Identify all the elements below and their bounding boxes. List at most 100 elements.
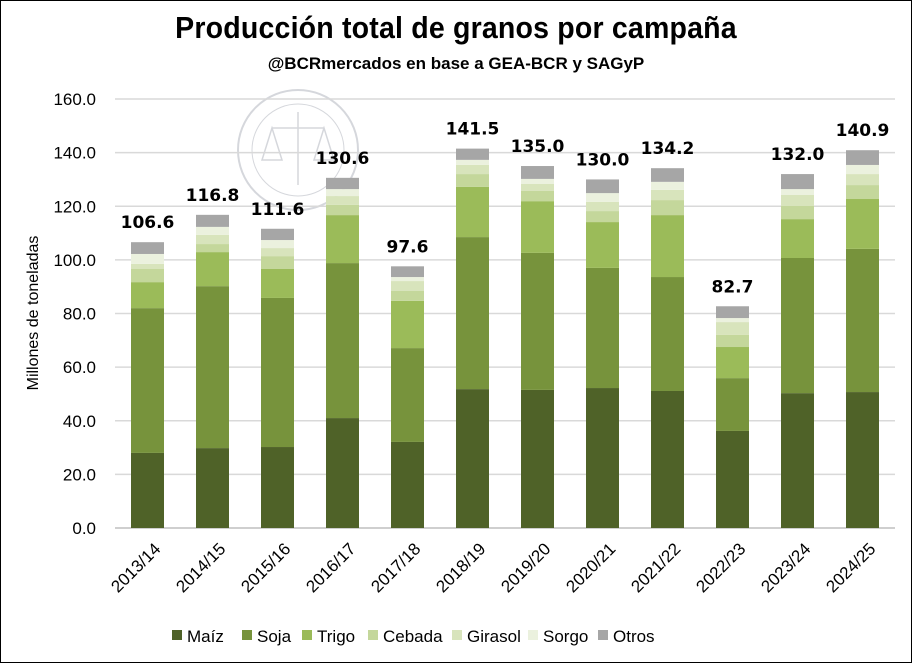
x-tick-label: 2020/21 (562, 539, 619, 596)
bar-segment-sorgo (196, 226, 229, 235)
legend-label: Trigo (317, 627, 355, 646)
bar-segment-cebada (196, 244, 229, 253)
y-axis-label: Millones de toneladas (25, 236, 42, 391)
bar-segment-otros (326, 177, 359, 190)
x-tick-label: 2021/22 (627, 539, 684, 596)
bar-segment-cebada (391, 290, 424, 301)
bar-segment-cebada (261, 256, 294, 269)
bar-segment-maíz (521, 389, 554, 528)
bar-segment-girasol (781, 194, 814, 206)
bar-segment-maíz (196, 448, 229, 528)
y-tick-label: 80.0 (63, 305, 96, 324)
bar-segment-maíz (261, 447, 294, 528)
x-tick-label: 2018/19 (432, 539, 489, 596)
bar-segment-trigo (586, 222, 619, 268)
bar-segment-maíz (651, 390, 684, 528)
bar-segment-maíz (456, 389, 489, 528)
bar-segment-maíz (391, 441, 424, 528)
bar-segment-cebada (586, 211, 619, 223)
total-label: 135.0 (511, 137, 565, 157)
bar-segment-otros (781, 174, 814, 190)
bar-segment-soja (131, 308, 164, 453)
bar-segment-cebada (326, 204, 359, 216)
bar-segment-sorgo (261, 240, 294, 249)
bar-segment-girasol (261, 248, 294, 257)
bar-segment-cebada (456, 174, 489, 187)
bar-segment-trigo (716, 347, 749, 379)
legend-swatch-cebada (368, 630, 378, 640)
bar-segment-maíz (716, 430, 749, 528)
total-label: 106.6 (121, 213, 175, 233)
legend-swatch-girasol (452, 630, 462, 640)
bar-segment-otros (456, 148, 489, 160)
total-label: 111.6 (251, 200, 305, 220)
x-tick-label: 2017/18 (367, 539, 424, 596)
bar-segment-cebada (781, 205, 814, 220)
bar-segment-otros (846, 150, 879, 165)
bar-segment-maíz (586, 388, 619, 528)
bar-segment-cebada (651, 200, 684, 216)
chart-title: Producción total de granos por campaña (175, 10, 737, 45)
bar-segment-trigo (391, 300, 424, 349)
bar-segment-soja (586, 267, 619, 389)
bar-segment-otros (391, 266, 424, 278)
bar-segment-cebada (846, 185, 879, 200)
bar-segment-sorgo (716, 318, 749, 323)
bar-segment-sorgo (131, 253, 164, 264)
bar-segment-girasol (391, 281, 424, 291)
bar-segment-otros (521, 166, 554, 179)
bar-segment-soja (846, 248, 879, 393)
bar-segment-trigo (261, 268, 294, 298)
bar-segment-girasol (586, 201, 619, 212)
legend: Maíz Soja Trigo Cebada Girasol Sorgo Otros (172, 627, 655, 646)
x-tick-label: 2016/17 (302, 539, 359, 596)
bar-segment-sorgo (326, 189, 359, 197)
bar-segment-otros (261, 228, 294, 241)
bar-segment-girasol (651, 189, 684, 201)
bar-segment-girasol (846, 174, 879, 186)
x-tick-label: 2024/25 (822, 539, 879, 596)
bar-segment-maíz (131, 452, 164, 528)
total-label: 130.0 (576, 150, 630, 170)
x-tick-label: 2022/23 (692, 539, 749, 596)
legend-label: Girasol (467, 627, 521, 646)
watermark-seal-logo (237, 89, 359, 211)
bar-segment-trigo (131, 282, 164, 309)
bar-segment-soja (521, 252, 554, 390)
bar-segment-soja (391, 348, 424, 442)
bar-segment-girasol (716, 322, 749, 335)
y-tick-label: 160.0 (53, 90, 96, 109)
x-axis: 2013/14 2014/15 2015/16 2016/17 2017/18 2018/… (107, 539, 879, 596)
legend-label: Cebada (383, 627, 443, 646)
legend-label: Sorgo (543, 627, 588, 646)
bar-segment-soja (326, 263, 359, 419)
bar-segment-soja (651, 277, 684, 391)
bar-segment-sorgo (586, 193, 619, 202)
bar-segment-cebada (521, 190, 554, 202)
bar-segment-otros (131, 242, 164, 254)
total-label: 97.6 (387, 237, 429, 257)
bar-segment-soja (456, 237, 489, 390)
legend-swatch-soja (242, 630, 252, 640)
total-label: 82.7 (712, 277, 754, 297)
legend-swatch-otros (598, 630, 608, 640)
bar-segment-otros (196, 214, 229, 227)
total-label: 116.8 (186, 186, 240, 206)
legend-label: Otros (613, 627, 655, 646)
bar-segment-soja (196, 286, 229, 449)
y-tick-label: 100.0 (53, 251, 96, 270)
legend-swatch-maíz (172, 630, 182, 640)
bar-segment-otros (651, 168, 684, 182)
y-tick-label: 60.0 (63, 358, 96, 377)
x-tick-label: 2015/16 (237, 539, 294, 596)
bar-segment-trigo (846, 199, 879, 249)
total-label: 140.9 (836, 121, 890, 141)
x-tick-label: 2023/24 (757, 539, 814, 596)
bar-segment-sorgo (651, 181, 684, 190)
bar-segment-sorgo (781, 189, 814, 195)
total-label: 132.0 (771, 145, 825, 165)
bar-segment-maíz (326, 418, 359, 528)
x-tick-label: 2014/15 (172, 539, 229, 596)
legend-swatch-trigo (302, 630, 312, 640)
